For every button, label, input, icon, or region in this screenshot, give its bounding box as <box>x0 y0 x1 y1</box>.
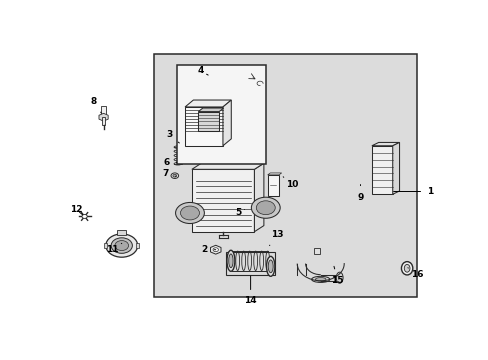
Text: 10: 10 <box>283 177 298 189</box>
Polygon shape <box>267 173 281 175</box>
Text: 12: 12 <box>70 205 82 215</box>
Circle shape <box>175 202 204 224</box>
Polygon shape <box>392 143 399 194</box>
Ellipse shape <box>226 250 234 271</box>
Ellipse shape <box>266 256 274 276</box>
Ellipse shape <box>268 260 273 273</box>
Bar <box>314 248 319 254</box>
Text: 5: 5 <box>235 208 244 217</box>
Polygon shape <box>254 163 264 232</box>
Text: 11: 11 <box>106 243 122 254</box>
Circle shape <box>213 248 218 252</box>
Text: 7: 7 <box>162 169 175 178</box>
Circle shape <box>171 173 178 179</box>
Text: 16: 16 <box>407 268 423 279</box>
Text: 6: 6 <box>163 158 176 167</box>
Text: 1: 1 <box>393 187 433 196</box>
Polygon shape <box>198 108 223 112</box>
Bar <box>154 54 417 297</box>
Bar <box>267 175 279 195</box>
Circle shape <box>180 206 199 220</box>
Text: 9: 9 <box>357 185 363 202</box>
Text: 2: 2 <box>201 245 215 254</box>
Ellipse shape <box>336 272 343 283</box>
Text: 15: 15 <box>331 266 344 285</box>
Bar <box>117 230 126 235</box>
Circle shape <box>251 197 280 218</box>
Bar <box>225 252 275 275</box>
Polygon shape <box>371 143 399 146</box>
Bar <box>191 169 254 232</box>
Ellipse shape <box>228 254 233 267</box>
Circle shape <box>115 240 128 251</box>
Text: 13: 13 <box>269 230 283 246</box>
Ellipse shape <box>311 276 329 283</box>
Bar <box>184 107 223 146</box>
Circle shape <box>105 234 138 257</box>
Ellipse shape <box>315 278 325 281</box>
Polygon shape <box>223 100 231 146</box>
Text: 4: 4 <box>197 66 208 75</box>
Polygon shape <box>184 100 231 107</box>
Bar <box>101 105 106 117</box>
Circle shape <box>256 201 275 215</box>
Bar <box>176 66 265 164</box>
Circle shape <box>111 238 132 253</box>
Bar <box>198 112 219 131</box>
Text: 14: 14 <box>244 276 256 306</box>
Circle shape <box>82 215 87 219</box>
Bar <box>371 146 392 194</box>
Ellipse shape <box>404 264 409 272</box>
Circle shape <box>173 174 176 177</box>
Bar <box>136 243 139 248</box>
Polygon shape <box>191 163 264 169</box>
Bar <box>104 243 107 248</box>
Text: 3: 3 <box>165 130 179 143</box>
Bar <box>102 117 105 125</box>
Ellipse shape <box>401 262 412 275</box>
Text: 8: 8 <box>90 97 101 113</box>
